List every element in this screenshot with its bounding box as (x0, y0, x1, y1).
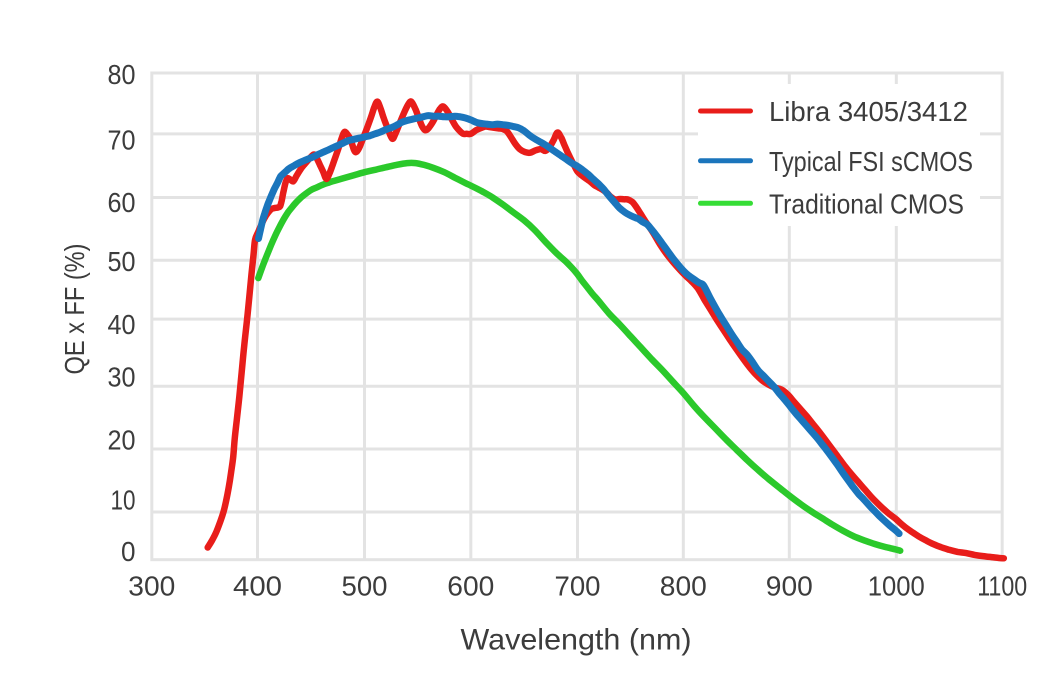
svg-text:800: 800 (660, 571, 707, 602)
svg-text:30: 30 (108, 361, 136, 392)
svg-text:40: 40 (108, 309, 136, 340)
svg-text:500: 500 (342, 571, 388, 602)
svg-text:1100: 1100 (977, 571, 1027, 602)
svg-text:Wavelength (nm): Wavelength (nm) (461, 624, 692, 657)
svg-text:70: 70 (108, 125, 136, 156)
svg-text:Libra 3405/3412: Libra 3405/3412 (769, 96, 968, 127)
svg-text:600: 600 (447, 571, 494, 602)
svg-text:80: 80 (108, 59, 136, 90)
svg-text:900: 900 (766, 571, 813, 602)
svg-text:10: 10 (111, 484, 136, 515)
svg-text:700: 700 (555, 571, 601, 602)
svg-text:0: 0 (121, 536, 136, 567)
svg-text:50: 50 (108, 246, 136, 277)
svg-text:1000: 1000 (868, 571, 925, 602)
svg-text:60: 60 (108, 187, 136, 218)
svg-text:QE x FF (%): QE x FF (%) (59, 244, 90, 375)
svg-text:Typical FSI sCMOS: Typical FSI sCMOS (769, 146, 973, 177)
svg-text:20: 20 (108, 424, 136, 455)
svg-text:400: 400 (233, 571, 282, 602)
svg-text:Traditional CMOS: Traditional CMOS (769, 188, 964, 219)
svg-text:300: 300 (128, 571, 175, 602)
